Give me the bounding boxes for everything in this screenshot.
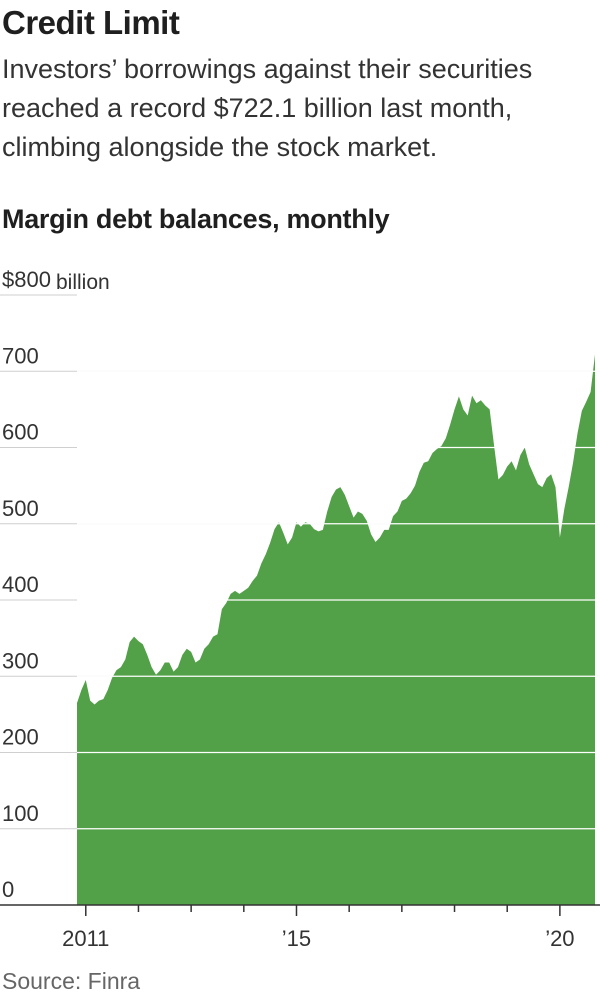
x-tick-label: ’20 bbox=[545, 926, 574, 951]
y-unit-label: billion bbox=[56, 271, 110, 294]
x-axis-ticks: 2011 ’15 ’20 bbox=[62, 905, 575, 951]
x-tick-label: 2011 bbox=[62, 926, 109, 951]
y-tick-label: 700 bbox=[2, 343, 39, 368]
margin-debt-area bbox=[77, 354, 595, 906]
y-tick-label: 0 bbox=[2, 877, 14, 902]
gridlines-overlay bbox=[77, 294, 600, 830]
page-title: Credit Limit bbox=[2, 4, 180, 41]
source-note: Source: Finra bbox=[2, 968, 141, 994]
y-tick-label: 300 bbox=[2, 648, 39, 673]
page-subtitle: Investors’ borrowings against their secu… bbox=[2, 54, 533, 162]
chart-title: Margin debt balances, monthly bbox=[2, 204, 390, 234]
y-tick-label: 100 bbox=[2, 801, 39, 826]
x-tick-label: ’15 bbox=[282, 926, 311, 951]
y-tick-label: 200 bbox=[2, 725, 39, 750]
y-tick-label: 600 bbox=[2, 420, 39, 445]
y-axis-labels: $800 700 600 500 400 300 200 100 0 bbox=[2, 267, 51, 902]
y-tick-label: 500 bbox=[2, 496, 39, 521]
y-tick-label: 400 bbox=[2, 572, 39, 597]
y-tick-label: $800 bbox=[2, 267, 51, 292]
